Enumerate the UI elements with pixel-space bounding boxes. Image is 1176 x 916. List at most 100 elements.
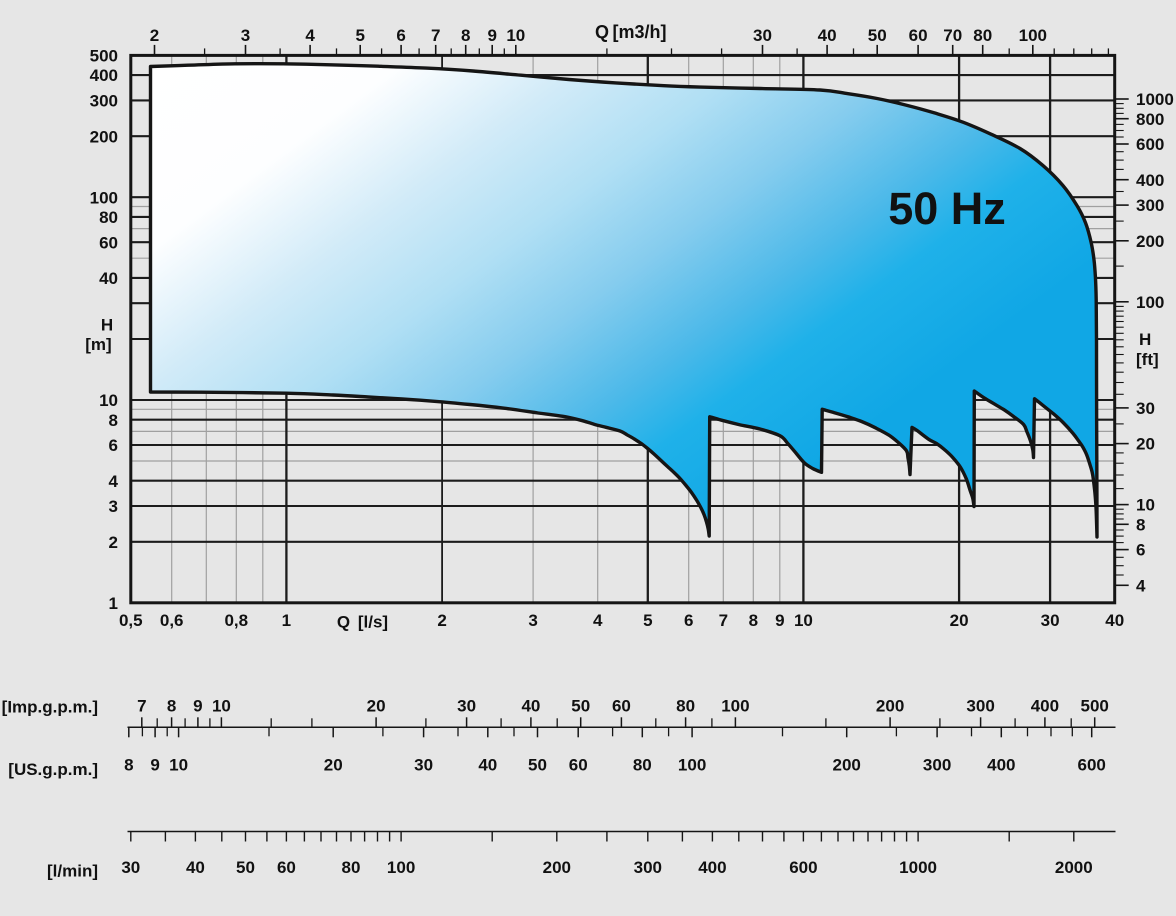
- svg-text:200: 200: [833, 756, 861, 775]
- svg-text:500: 500: [1081, 697, 1109, 716]
- svg-text:8: 8: [1136, 515, 1145, 534]
- svg-text:5: 5: [355, 26, 364, 45]
- svg-text:100: 100: [1019, 26, 1047, 45]
- svg-text:7: 7: [719, 611, 728, 630]
- svg-text:200: 200: [876, 697, 904, 716]
- svg-text:400: 400: [987, 756, 1015, 775]
- svg-text:9: 9: [193, 697, 202, 716]
- svg-text:4: 4: [305, 26, 315, 45]
- svg-text:300: 300: [90, 92, 118, 111]
- svg-text:Q: Q: [595, 22, 609, 42]
- svg-text:100: 100: [678, 756, 706, 775]
- svg-text:80: 80: [676, 697, 695, 716]
- svg-text:200: 200: [90, 127, 118, 146]
- svg-text:1: 1: [109, 594, 118, 613]
- svg-text:[Imp.g.p.m.]: [Imp.g.p.m.]: [2, 698, 98, 717]
- svg-text:5: 5: [643, 611, 652, 630]
- svg-text:3: 3: [528, 611, 537, 630]
- svg-text:80: 80: [633, 756, 652, 775]
- svg-text:80: 80: [342, 858, 361, 877]
- svg-text:3: 3: [109, 497, 118, 516]
- svg-text:2000: 2000: [1055, 858, 1093, 877]
- svg-text:70: 70: [943, 26, 962, 45]
- svg-text:60: 60: [277, 858, 296, 877]
- svg-text:30: 30: [457, 697, 476, 716]
- svg-text:[m]: [m]: [85, 335, 111, 354]
- svg-text:8: 8: [167, 697, 176, 716]
- svg-text:40: 40: [478, 756, 497, 775]
- svg-text:7: 7: [137, 697, 146, 716]
- svg-text:Q: Q: [337, 613, 350, 632]
- svg-text:20: 20: [1136, 435, 1155, 454]
- svg-text:500: 500: [90, 47, 118, 66]
- svg-text:50: 50: [528, 756, 547, 775]
- svg-text:0,6: 0,6: [160, 611, 184, 630]
- svg-text:80: 80: [973, 26, 992, 45]
- svg-text:30: 30: [121, 858, 140, 877]
- svg-text:800: 800: [1136, 110, 1164, 129]
- svg-text:[US.g.p.m.]: [US.g.p.m.]: [8, 760, 98, 779]
- svg-text:3: 3: [241, 26, 250, 45]
- svg-text:10: 10: [794, 611, 813, 630]
- svg-text:300: 300: [1136, 196, 1164, 215]
- svg-text:[l/s]: [l/s]: [358, 613, 388, 632]
- svg-text:1000: 1000: [1136, 90, 1174, 109]
- svg-text:200: 200: [543, 858, 571, 877]
- svg-text:50: 50: [571, 697, 590, 716]
- svg-text:40: 40: [186, 858, 205, 877]
- svg-text:2: 2: [150, 26, 159, 45]
- svg-text:400: 400: [698, 858, 726, 877]
- svg-text:300: 300: [966, 697, 994, 716]
- svg-text:20: 20: [950, 611, 969, 630]
- svg-text:50: 50: [868, 26, 887, 45]
- svg-text:40: 40: [1105, 611, 1124, 630]
- svg-text:9: 9: [150, 756, 159, 775]
- svg-text:300: 300: [634, 858, 662, 877]
- svg-text:[ft]: [ft]: [1136, 350, 1159, 369]
- svg-text:6: 6: [396, 26, 405, 45]
- svg-text:[l/min]: [l/min]: [47, 862, 98, 881]
- svg-text:10: 10: [169, 756, 188, 775]
- svg-text:20: 20: [324, 756, 343, 775]
- svg-text:10: 10: [506, 26, 525, 45]
- svg-text:6: 6: [109, 436, 118, 455]
- svg-text:8: 8: [749, 611, 758, 630]
- svg-text:80: 80: [99, 208, 118, 227]
- svg-text:1000: 1000: [899, 858, 937, 877]
- svg-text:30: 30: [1136, 399, 1155, 418]
- svg-text:H: H: [1139, 330, 1151, 349]
- svg-text:0,5: 0,5: [119, 611, 143, 630]
- svg-text:30: 30: [1041, 611, 1060, 630]
- svg-text:2: 2: [437, 611, 446, 630]
- svg-text:50: 50: [236, 858, 255, 877]
- svg-text:40: 40: [521, 697, 540, 716]
- svg-text:10: 10: [99, 391, 118, 410]
- svg-text:100: 100: [721, 697, 749, 716]
- svg-text:4: 4: [1136, 576, 1146, 595]
- svg-text:30: 30: [414, 756, 433, 775]
- svg-text:40: 40: [818, 26, 837, 45]
- svg-text:6: 6: [684, 611, 693, 630]
- svg-text:60: 60: [569, 756, 588, 775]
- svg-text:8: 8: [109, 411, 118, 430]
- svg-text:300: 300: [923, 756, 951, 775]
- svg-text:9: 9: [775, 611, 784, 630]
- svg-text:400: 400: [1136, 171, 1164, 190]
- svg-text:8: 8: [461, 26, 470, 45]
- svg-text:4: 4: [109, 472, 119, 491]
- svg-text:30: 30: [753, 26, 772, 45]
- svg-text:60: 60: [909, 26, 928, 45]
- svg-text:4: 4: [593, 611, 603, 630]
- svg-text:600: 600: [1136, 135, 1164, 154]
- svg-text:2: 2: [109, 533, 118, 552]
- svg-text:60: 60: [612, 697, 631, 716]
- svg-text:40: 40: [99, 269, 118, 288]
- svg-text:9: 9: [487, 26, 496, 45]
- svg-text:7: 7: [431, 26, 440, 45]
- svg-text:20: 20: [367, 697, 386, 716]
- svg-text:6: 6: [1136, 541, 1145, 560]
- svg-text:100: 100: [387, 858, 415, 877]
- svg-text:100: 100: [1136, 293, 1164, 312]
- svg-text:50 Hz: 50 Hz: [888, 183, 1006, 234]
- svg-text:8: 8: [124, 756, 133, 775]
